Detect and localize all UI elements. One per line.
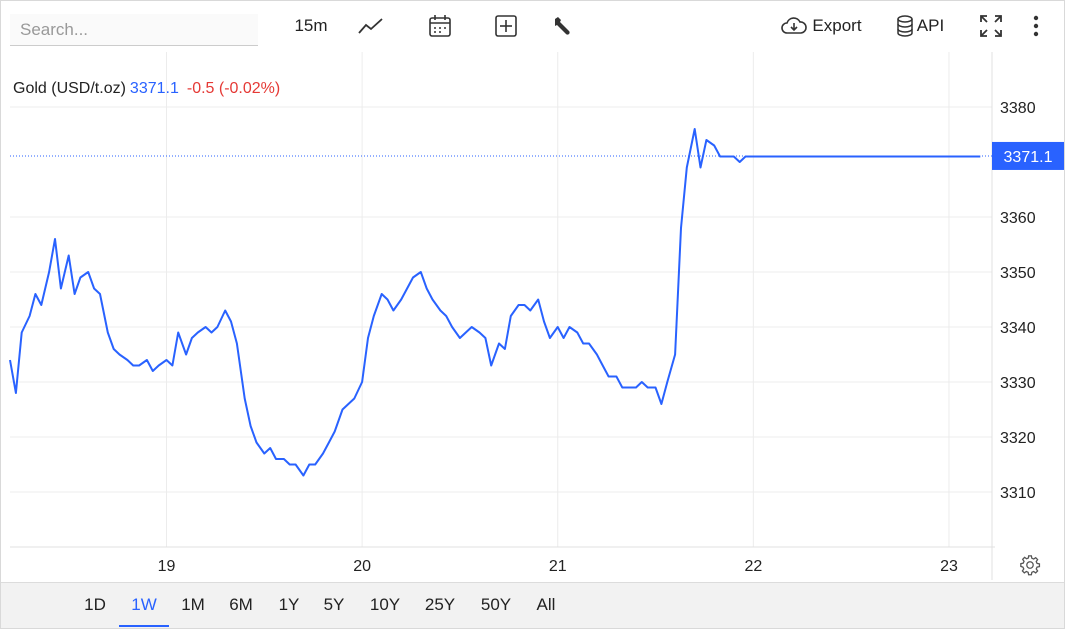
range-bar: 1D 1W 1M 6M 1Y 5Y 10Y 25Y 50Y All [1,582,1064,628]
last-price-badge [992,141,1064,170]
chart-legend: Gold (USD/t.oz) 3371.1 -0.5 (-0.02%) [13,80,280,98]
x-tick-label: 19 [158,558,176,575]
interval-button[interactable]: 15m [291,12,331,40]
interval-label: 15m [294,16,328,35]
range-all[interactable]: All [536,595,556,614]
y-tick-label: 3380 [1000,100,1036,117]
range-1w[interactable]: 1W [119,595,169,627]
add-indicator-icon[interactable] [492,12,520,40]
range-6m[interactable]: 6M [229,595,253,614]
cloud-download-icon [781,17,808,34]
range-25y[interactable]: 25Y [424,595,456,614]
y-tick-label: 3350 [1000,265,1036,282]
legend-name: Gold (USD/t.oz) [13,80,126,97]
last-price-label: 3371.1 [1004,149,1053,166]
calendar-icon[interactable] [426,12,454,40]
line-chart-icon[interactable] [356,12,386,40]
export-button[interactable]: Export [776,12,866,40]
api-button[interactable]: API [891,12,949,40]
price-line [9,128,981,477]
export-label: Export [812,16,862,35]
legend-change: -0.5 (-0.02%) [186,80,281,97]
range-10y[interactable]: 10Y [369,595,401,614]
x-tick-label: 22 [744,558,762,575]
x-tick-label: 21 [549,558,567,575]
range-1m[interactable]: 1M [181,595,205,614]
x-tick-label: 20 [353,558,371,575]
legend-price: 3371.1 [129,80,179,97]
y-tick-label: 3310 [1000,485,1036,502]
price-chart[interactable]: 3310 3320 3330 3340 3350 3360 3380 19 20 21 22 23 33… [0,0,1065,582]
y-tick-label: 3320 [1000,430,1036,447]
range-1d[interactable]: 1D [84,595,106,614]
range-5y[interactable]: 5Y [323,595,345,614]
api-label: API [916,16,945,35]
more-vertical-icon[interactable] [1026,12,1046,40]
y-tick-label: 3330 [1000,375,1036,392]
fullscreen-icon[interactable] [977,12,1005,40]
range-50y[interactable]: 50Y [480,595,512,614]
settings-gear-icon[interactable] [1018,551,1042,579]
search-input[interactable] [10,14,258,46]
y-tick-label: 3360 [1000,210,1036,227]
database-icon [897,15,913,37]
wrench-icon[interactable] [549,12,577,40]
x-tick-label: 23 [940,558,958,575]
range-1y[interactable]: 1Y [278,595,300,614]
y-tick-label: 3340 [1000,320,1036,337]
